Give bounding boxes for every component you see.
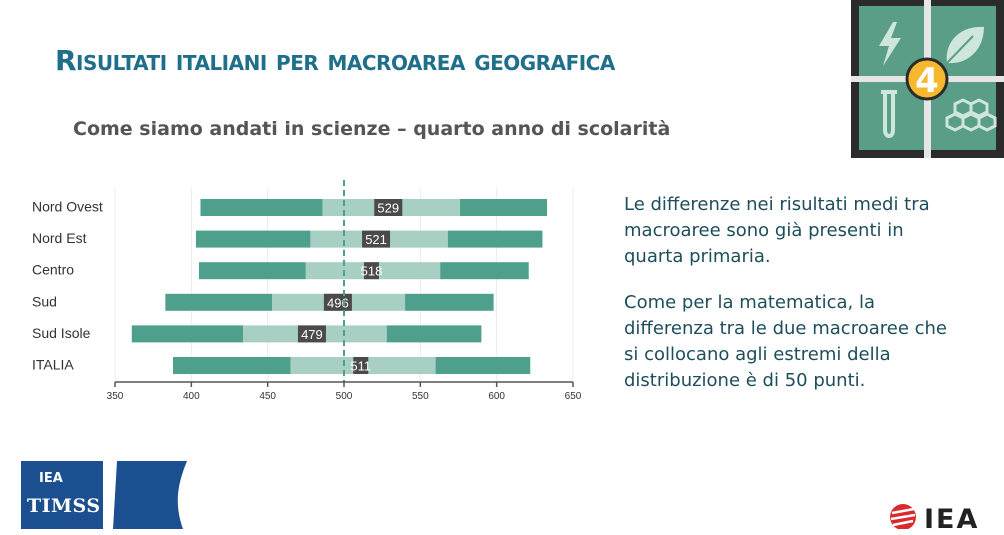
x-tick-label-400: 400 <box>183 391 200 402</box>
mean-label-5: 511 <box>350 359 371 374</box>
lightning-icon <box>879 22 901 66</box>
bar-p5-p25-0 <box>200 199 323 216</box>
description-paragraph-2: Come per la matematica, la differenza tr… <box>624 292 947 391</box>
bar-p75-p95-3 <box>405 293 494 311</box>
slide-subtitle: Come siamo andati in scienze – quarto an… <box>73 118 671 140</box>
description-paragraph-1: Le differenze nei risultati medi tra mac… <box>624 194 930 267</box>
bar-p75-p95-4 <box>386 325 482 343</box>
category-label-4: Sud Isole <box>32 325 91 341</box>
x-tick-label-600: 600 <box>488 391 505 402</box>
science-grade4-logo-tile: 4 <box>851 0 1004 158</box>
iea-globe-icon <box>890 504 916 530</box>
bar-p5-p25-3 <box>165 293 273 311</box>
category-label-5: ITALIA <box>32 357 74 373</box>
timss-ribbon-graphic <box>113 461 187 529</box>
x-tick-label-450: 450 <box>259 391 276 402</box>
mean-box-3 <box>323 293 352 311</box>
category-label-2: Centro <box>32 262 74 278</box>
molecule-icon <box>945 98 997 132</box>
mean-box-4 <box>297 325 326 343</box>
mean-box-5 <box>353 357 369 374</box>
category-label-3: Sud <box>32 293 57 309</box>
mean-label-1: 521 <box>365 232 387 247</box>
slide-title: Risultati italiani per macroarea geograf… <box>55 44 615 77</box>
mean-label-0: 529 <box>377 201 399 216</box>
bar-p5-p25-5 <box>173 357 291 374</box>
leaf-icon <box>944 24 987 66</box>
x-tick-label-650: 650 <box>565 391 582 402</box>
x-tick-label-350: 350 <box>107 391 124 402</box>
grade-badge <box>905 57 949 101</box>
timss-logo: IEA TIMSS <box>21 461 103 529</box>
iea-name: IEA <box>924 504 980 535</box>
bar-p75-p95-1 <box>447 230 543 248</box>
mean-box-1 <box>362 230 391 248</box>
category-label-1: Nord Est <box>32 230 87 246</box>
distribution-chart: 529 Nord Ovest 521 Nord Est 518 Centro 496 Sud 4… <box>32 180 582 402</box>
x-tick-label-550: 550 <box>412 391 429 402</box>
bar-p5-p25-2 <box>198 262 306 280</box>
timss-name: TIMSS <box>27 495 101 517</box>
mean-label-4: 479 <box>301 327 323 342</box>
grade-number: 4 <box>915 61 939 101</box>
bar-p75-p95-2 <box>440 262 529 280</box>
iea-logo: IEA <box>886 503 1004 535</box>
mean-box-2 <box>363 262 379 280</box>
mean-label-2: 518 <box>361 264 383 279</box>
category-label-0: Nord Ovest <box>32 199 103 215</box>
bar-p75-p95-0 <box>460 199 548 216</box>
description-text: Le differenze nei risultati medi tra mac… <box>624 192 954 414</box>
bar-p5-p25-4 <box>131 325 244 343</box>
mean-box-0 <box>374 199 403 216</box>
bar-p5-p25-1 <box>195 230 311 248</box>
x-tick-label-500: 500 <box>336 391 353 402</box>
test-tube-icon <box>881 90 897 138</box>
bar-p75-p95-5 <box>435 357 531 374</box>
timss-iea-label: IEA <box>39 471 63 486</box>
mean-label-3: 496 <box>327 295 349 310</box>
